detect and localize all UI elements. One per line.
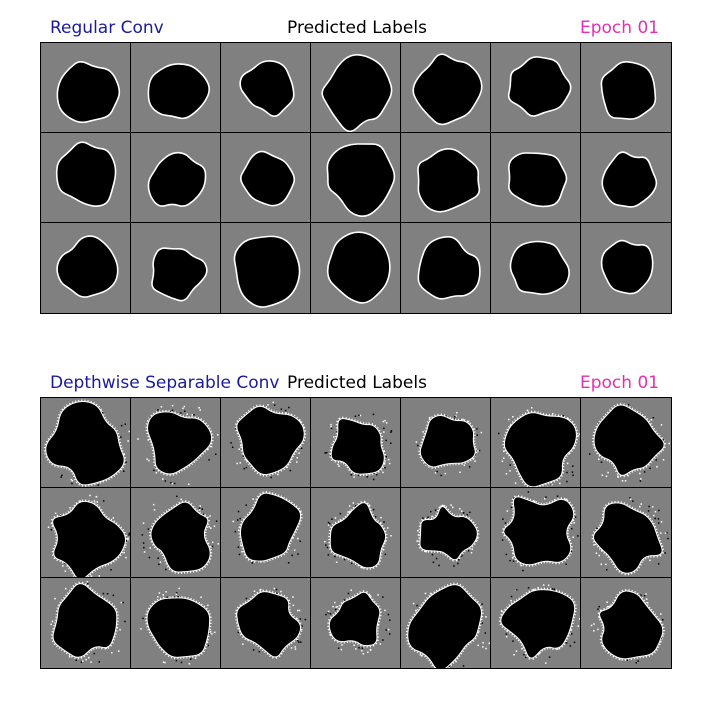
prediction-thumbnail bbox=[581, 488, 671, 578]
prediction-thumbnail bbox=[221, 488, 311, 578]
prediction-thumbnail bbox=[491, 578, 581, 668]
prediction-thumbnail bbox=[491, 223, 581, 313]
prediction-thumbnail bbox=[131, 223, 221, 313]
prediction-thumbnail bbox=[221, 133, 311, 223]
regular-conv-panel: Regular Conv Predicted Labels Epoch 01 bbox=[0, 0, 712, 314]
prediction-thumbnail bbox=[131, 43, 221, 133]
prediction-grid-regular bbox=[40, 42, 672, 314]
prediction-thumbnail bbox=[581, 223, 671, 313]
prediction-thumbnail bbox=[311, 488, 401, 578]
prediction-thumbnail bbox=[491, 43, 581, 133]
prediction-thumbnail bbox=[401, 488, 491, 578]
prediction-thumbnail bbox=[131, 488, 221, 578]
prediction-thumbnail bbox=[311, 223, 401, 313]
prediction-thumbnail bbox=[221, 223, 311, 313]
prediction-thumbnail bbox=[131, 578, 221, 668]
prediction-thumbnail bbox=[491, 488, 581, 578]
prediction-thumbnail bbox=[41, 488, 131, 578]
prediction-thumbnail bbox=[401, 223, 491, 313]
prediction-thumbnail bbox=[311, 578, 401, 668]
prediction-thumbnail bbox=[401, 133, 491, 223]
prediction-thumbnail bbox=[131, 133, 221, 223]
panel-title-left: Regular Conv bbox=[50, 18, 164, 38]
prediction-thumbnail bbox=[311, 398, 401, 488]
prediction-thumbnail bbox=[581, 133, 671, 223]
prediction-thumbnail bbox=[401, 578, 491, 668]
prediction-thumbnail bbox=[221, 43, 311, 133]
panel-title-center: Predicted Labels bbox=[287, 18, 427, 38]
prediction-thumbnail bbox=[401, 398, 491, 488]
prediction-thumbnail bbox=[221, 578, 311, 668]
prediction-thumbnail bbox=[491, 398, 581, 488]
panel-epoch-label: Epoch 01 bbox=[580, 18, 660, 38]
prediction-thumbnail bbox=[491, 133, 581, 223]
prediction-grid-depthwise bbox=[40, 397, 672, 669]
prediction-thumbnail bbox=[311, 43, 401, 133]
panel-title-center: Predicted Labels bbox=[287, 373, 427, 393]
depthwise-conv-panel: Depthwise Separable Conv Predicted Label… bbox=[0, 355, 712, 669]
prediction-thumbnail bbox=[221, 398, 311, 488]
prediction-thumbnail bbox=[581, 578, 671, 668]
prediction-thumbnail bbox=[581, 398, 671, 488]
prediction-thumbnail bbox=[131, 398, 221, 488]
prediction-thumbnail bbox=[311, 133, 401, 223]
prediction-thumbnail bbox=[581, 43, 671, 133]
prediction-thumbnail bbox=[41, 43, 131, 133]
prediction-thumbnail bbox=[41, 133, 131, 223]
panel-epoch-label: Epoch 01 bbox=[580, 373, 660, 393]
panel-title-left: Depthwise Separable Conv bbox=[50, 373, 280, 393]
prediction-thumbnail bbox=[41, 223, 131, 313]
prediction-thumbnail bbox=[41, 398, 131, 488]
prediction-thumbnail bbox=[401, 43, 491, 133]
prediction-thumbnail bbox=[41, 578, 131, 668]
